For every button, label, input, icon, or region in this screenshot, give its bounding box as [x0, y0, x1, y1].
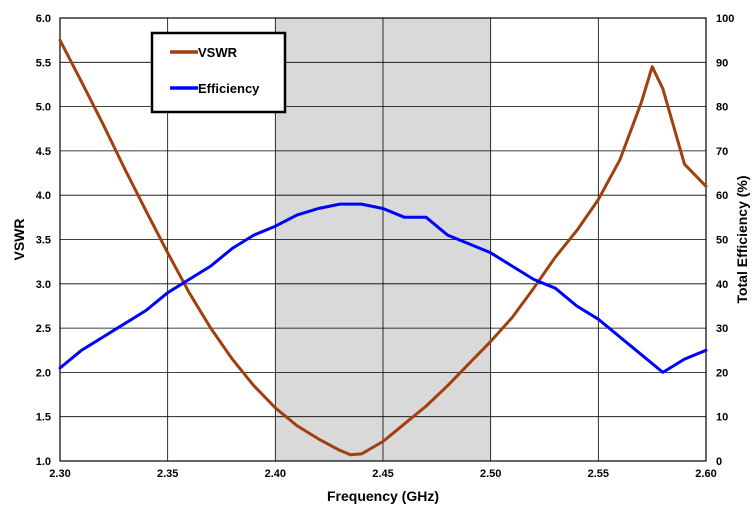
y2-tick-label: 60	[716, 190, 728, 202]
y-tick-label: 6.0	[36, 13, 51, 25]
y2-tick-label: 20	[716, 367, 728, 379]
y-tick-label: 1.5	[36, 412, 51, 424]
y-tick-label: 5.0	[36, 102, 51, 114]
x-tick-label: 2.35	[157, 468, 178, 480]
y2-tick-label: 70	[716, 146, 728, 158]
x-tick-label: 2.60	[695, 468, 716, 480]
legend-label-efficiency: Efficiency	[198, 81, 260, 96]
x-tick-label: 2.50	[480, 468, 501, 480]
plot-area-frame	[59, 17, 707, 462]
y-tick-label: 2.5	[36, 323, 51, 335]
y-tick-label: 4.5	[36, 146, 51, 158]
y2-tick-label: 0	[716, 456, 722, 468]
y2-tick-label: 40	[716, 279, 728, 291]
y-tick-label: 5.5	[36, 57, 51, 69]
y2-tick-label: 10	[716, 412, 728, 424]
y2-axis-title: Total Efficiency (%)	[734, 175, 750, 303]
legend-box	[150, 31, 287, 114]
y2-tick-label: 100	[716, 13, 734, 25]
y-tick-label: 2.0	[36, 367, 51, 379]
x-tick-label: 2.45	[372, 468, 393, 480]
series-line-efficiency	[58, 202, 708, 374]
legend-label-vswr: VSWR	[198, 45, 238, 60]
y-tick-label: 3.5	[36, 235, 51, 247]
y-tick-label: 3.0	[36, 279, 51, 291]
y2-tick-label: 50	[716, 235, 728, 247]
y-axis-title: VSWR	[11, 219, 27, 261]
y-tick-label: 1.0	[36, 456, 51, 468]
y2-tick-label: 30	[716, 323, 728, 335]
y2-tick-label: 90	[716, 57, 728, 69]
x-tick-label: 2.30	[49, 468, 70, 480]
x-axis-title: Frequency (GHz)	[327, 488, 439, 504]
legend: VSWR Efficiency	[150, 31, 287, 114]
series-line-vswr	[58, 38, 708, 457]
y-tick-label: 4.0	[36, 190, 51, 202]
y2-tick-label: 80	[716, 102, 728, 114]
x-tick-label: 2.55	[588, 468, 609, 480]
x-tick-label: 2.40	[265, 468, 286, 480]
